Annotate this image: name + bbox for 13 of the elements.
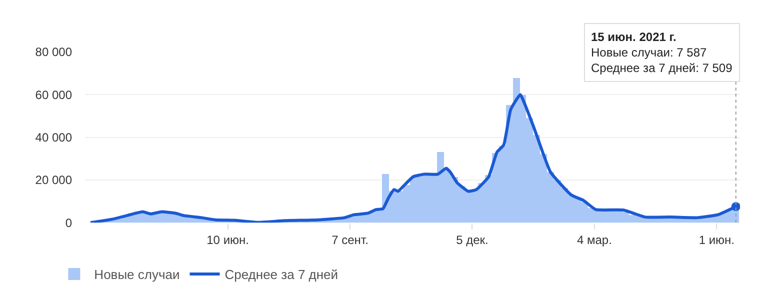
x-tick-label: 10 июн.: [206, 233, 249, 247]
x-tick-label: 7 сент.: [332, 233, 368, 247]
legend-label: Среднее за 7 дней: [224, 267, 338, 282]
x-tick-label: 4 мар.: [576, 233, 612, 247]
y-tick-label: 0: [65, 216, 72, 230]
x-tick-label: 5 дек.: [456, 233, 488, 247]
x-tick-label: 1 июн.: [698, 233, 734, 247]
y-tick-label: 40 000: [35, 130, 72, 144]
y-tick-label: 80 000: [35, 45, 72, 60]
y-tick-label: 60 000: [35, 88, 72, 102]
annotation: 15 июн. 2021 г. Новые случаи: 7 587 Среднее за 7 дней: 7 509: [591, 30, 733, 76]
legend-label: Новые случаи: [94, 267, 180, 282]
y-tick-label: 20 000: [35, 173, 72, 188]
